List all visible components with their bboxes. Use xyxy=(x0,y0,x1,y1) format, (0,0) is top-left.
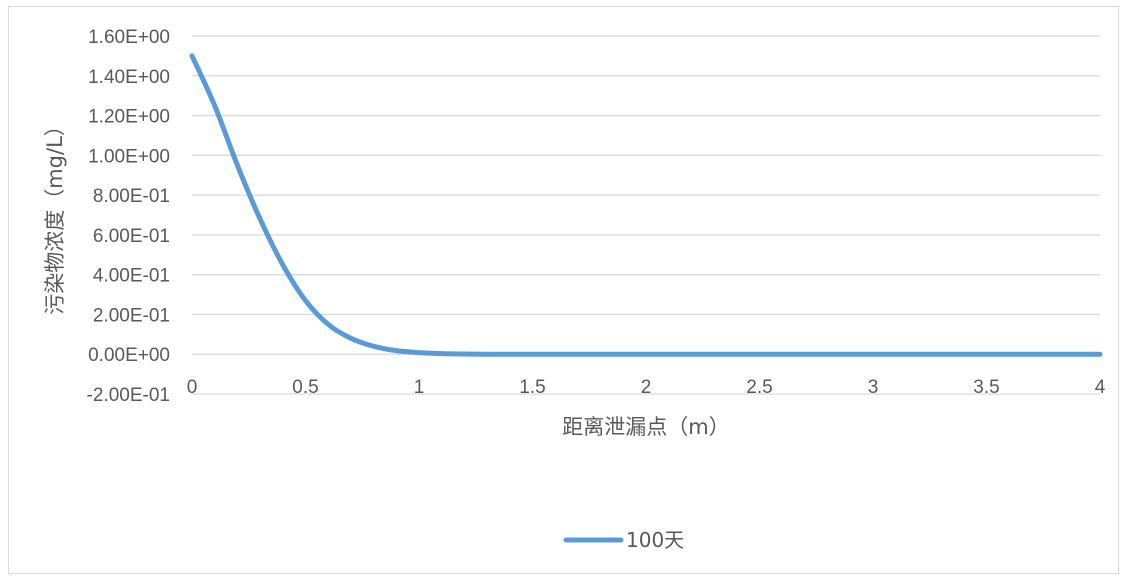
x-axis-tick-labels: 0 0.5 1 1.5 2 2.5 3 3.5 4 xyxy=(187,377,1106,398)
y-axis-tick-labels: -2.00E-01 0.00E+00 2.00E-01 4.00E-01 6.00E-0… xyxy=(87,27,170,406)
series-lines xyxy=(189,53,1103,357)
y-tick-label: 4.00E-01 xyxy=(93,266,170,287)
x-tick-label: 1 xyxy=(414,377,425,398)
x-tick-label: 4 xyxy=(1095,377,1106,398)
y-tick-label: 1.20E+00 xyxy=(88,107,170,128)
chart-frame xyxy=(8,6,1119,574)
gridlines xyxy=(192,35,1100,395)
y-tick-label: 8.00E-01 xyxy=(93,186,170,207)
y-tick-label: 1.40E+00 xyxy=(88,67,170,88)
y-tick-label: 1.00E+00 xyxy=(88,146,170,167)
y-tick-label: 2.00E-01 xyxy=(93,305,170,326)
x-tick-label: 3.5 xyxy=(973,377,999,398)
x-tick-label: 1.5 xyxy=(519,377,545,398)
x-tick-label: 0 xyxy=(187,377,198,398)
x-tick-label: 3 xyxy=(868,377,879,398)
x-tick-label: 2.5 xyxy=(746,377,772,398)
y-tick-label: -2.00E-01 xyxy=(87,385,170,406)
x-axis-title: 距离泄漏点（m） xyxy=(562,415,729,439)
x-tick-label: 2 xyxy=(641,377,652,398)
legend-label: 100天 xyxy=(626,528,684,552)
y-axis-title: 污染物浓度（mg/L） xyxy=(43,115,67,315)
x-tick-label: 0.5 xyxy=(292,377,318,398)
series-line-0 xyxy=(189,53,1103,357)
y-tick-label: 0.00E+00 xyxy=(88,345,170,366)
y-tick-label: 1.60E+00 xyxy=(88,27,170,48)
legend: 100天 xyxy=(563,528,684,552)
y-tick-label: 6.00E-01 xyxy=(93,226,170,247)
